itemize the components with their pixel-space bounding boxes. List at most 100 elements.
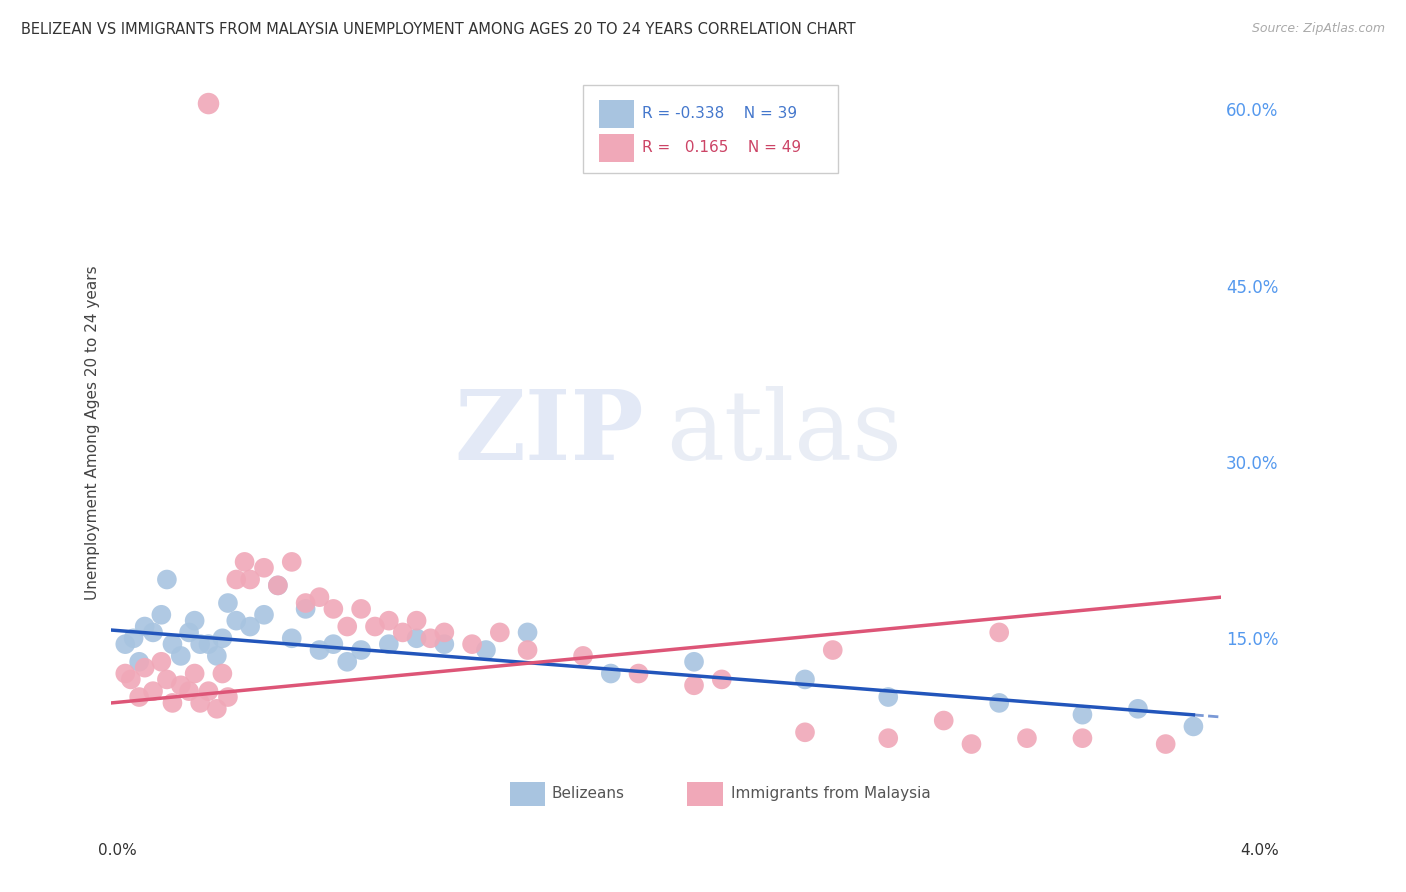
Point (294, 602, 316, 616)
Point (162, 637, 184, 651)
Point (211, 632, 233, 646)
Point (794, 673, 817, 687)
Point (877, 731, 900, 746)
Point (877, 690, 900, 704)
Point (308, 590, 330, 604)
Point (405, 632, 427, 646)
Point (128, 690, 150, 704)
Point (188, 696, 211, 710)
Point (122, 632, 145, 646)
Point (710, 673, 733, 687)
FancyBboxPatch shape (599, 134, 634, 162)
Point (156, 673, 179, 687)
Point (156, 573, 179, 587)
Point (516, 643, 538, 657)
Point (960, 737, 983, 751)
Point (364, 619, 387, 633)
Point (821, 643, 844, 657)
Point (170, 648, 193, 663)
Point (150, 607, 173, 622)
Point (683, 678, 706, 692)
Point (336, 655, 359, 669)
Point (1126, 702, 1149, 716)
Point (988, 625, 1011, 640)
Text: Belizeans: Belizeans (553, 787, 626, 801)
FancyBboxPatch shape (583, 85, 838, 173)
Point (281, 632, 304, 646)
Point (599, 666, 621, 681)
Point (378, 614, 401, 628)
Point (183, 666, 205, 681)
Point (114, 666, 136, 681)
Point (239, 619, 262, 633)
Point (177, 625, 200, 640)
Point (1154, 737, 1177, 751)
Point (239, 573, 262, 587)
Text: ZIP: ZIP (454, 385, 644, 480)
Point (134, 660, 156, 674)
Point (336, 619, 359, 633)
Point (197, 637, 219, 651)
Point (253, 561, 276, 575)
Point (488, 625, 510, 640)
Text: Immigrants from Malaysia: Immigrants from Malaysia (731, 787, 931, 801)
Text: BELIZEAN VS IMMIGRANTS FROM MALAYSIA UNEMPLOYMENT AMONG AGES 20 TO 24 YEARS CORR: BELIZEAN VS IMMIGRANTS FROM MALAYSIA UNE… (21, 22, 856, 37)
FancyBboxPatch shape (599, 100, 634, 128)
Point (308, 643, 330, 657)
Point (461, 637, 484, 651)
Point (177, 684, 200, 698)
Point (391, 625, 413, 640)
Text: atlas: atlas (666, 385, 903, 480)
Point (188, 637, 211, 651)
Point (114, 637, 136, 651)
Point (419, 632, 441, 646)
Point (205, 648, 228, 663)
Point (211, 666, 233, 681)
Point (1182, 719, 1205, 733)
Point (322, 602, 344, 616)
Point (475, 643, 498, 657)
Point (267, 578, 290, 592)
Point (120, 673, 142, 687)
Point (433, 625, 456, 640)
Point (267, 578, 290, 592)
Point (627, 666, 650, 681)
Point (142, 625, 165, 640)
Point (322, 637, 344, 651)
Point (233, 555, 256, 569)
Point (932, 714, 955, 728)
Point (1071, 731, 1094, 746)
Point (683, 655, 706, 669)
Point (225, 573, 247, 587)
Point (128, 655, 150, 669)
Point (794, 725, 817, 739)
Point (162, 696, 184, 710)
Point (217, 596, 239, 610)
Point (378, 637, 401, 651)
Point (225, 614, 247, 628)
Point (516, 625, 538, 640)
Y-axis label: Unemployment Among Ages 20 to 24 years: Unemployment Among Ages 20 to 24 years (86, 265, 100, 600)
Point (350, 602, 373, 616)
Point (197, 96, 219, 111)
Point (197, 684, 219, 698)
Point (183, 614, 205, 628)
Point (350, 643, 373, 657)
Point (150, 655, 173, 669)
Point (1015, 731, 1038, 746)
Text: 4.0%: 4.0% (1240, 843, 1279, 858)
Point (205, 702, 228, 716)
Point (142, 684, 165, 698)
Text: R = -0.338    N = 39: R = -0.338 N = 39 (643, 106, 797, 120)
Point (405, 614, 427, 628)
Point (988, 696, 1011, 710)
Text: 0.0%: 0.0% (98, 843, 138, 858)
Point (170, 678, 193, 692)
Point (134, 619, 156, 633)
Point (294, 596, 316, 610)
Text: Source: ZipAtlas.com: Source: ZipAtlas.com (1251, 22, 1385, 36)
Point (572, 648, 595, 663)
FancyBboxPatch shape (510, 781, 546, 806)
Point (217, 690, 239, 704)
FancyBboxPatch shape (688, 781, 723, 806)
